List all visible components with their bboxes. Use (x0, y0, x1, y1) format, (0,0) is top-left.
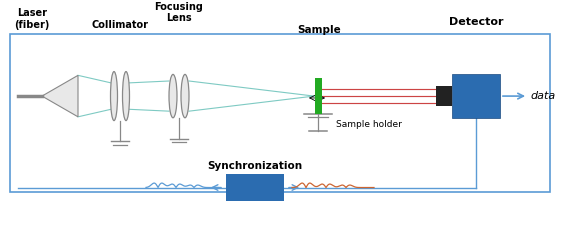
Text: Detector: Detector (449, 17, 503, 27)
Bar (10, 34, 550, 192)
Ellipse shape (169, 74, 177, 118)
Text: Collimator: Collimator (92, 20, 149, 30)
Text: Sample holder: Sample holder (336, 120, 402, 129)
Polygon shape (42, 75, 78, 117)
Text: Synchronization: Synchronization (207, 161, 303, 172)
Text: Laser
(fiber): Laser (fiber) (14, 8, 50, 30)
Bar (436, 86, 452, 106)
Ellipse shape (123, 72, 129, 121)
Bar (452, 74, 500, 118)
Text: Sample: Sample (297, 25, 341, 35)
Bar (315, 78, 322, 114)
Text: Focusing
Lens: Focusing Lens (155, 2, 203, 24)
Bar (226, 174, 284, 201)
Ellipse shape (111, 72, 118, 121)
Ellipse shape (181, 74, 189, 118)
Text: data: data (530, 91, 555, 101)
